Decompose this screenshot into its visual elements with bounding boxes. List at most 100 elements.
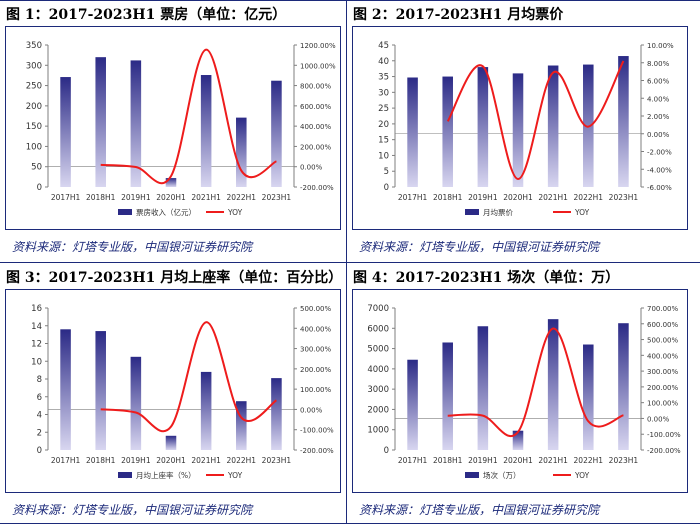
bar bbox=[477, 67, 489, 187]
chart-source: 资料来源：灯塔专业版，中国银河证券研究院 bbox=[12, 240, 253, 254]
chart-frame: 0 5 10 15 20 25 30 35 40 45 -6.00% -4.00% -2.00% 0.00… bbox=[352, 26, 688, 230]
x-tick-label: 2017H1 bbox=[51, 456, 81, 465]
tick-label-left: 100 bbox=[26, 142, 42, 152]
tick-label-left: 35 bbox=[378, 73, 389, 83]
bar bbox=[271, 378, 282, 450]
tick-label-left: 350 bbox=[26, 41, 42, 51]
occupancy-chart: 0 2 4 6 8 10 12 14 16 -200.00% -100.00% 0.00% 100.00… bbox=[31, 304, 334, 480]
x-tick-label: 2023H1 bbox=[609, 456, 639, 465]
tick-label-left: 10 bbox=[31, 357, 42, 367]
bar bbox=[407, 359, 418, 450]
tick-label-left: 250 bbox=[26, 82, 42, 92]
bar bbox=[583, 344, 594, 450]
tick-label-right: 0.00% bbox=[300, 406, 323, 414]
chart-title: 图 1：2017-2023H1 票房（单位：亿元） bbox=[6, 7, 287, 23]
bar bbox=[130, 356, 142, 450]
yoy-line bbox=[100, 48, 277, 185]
x-tick-label: 2020H1 bbox=[156, 456, 186, 465]
x-tick-label: 2019H1 bbox=[468, 456, 498, 465]
tick-label-right: -200.00% bbox=[300, 447, 334, 455]
tick-label-right: -100.00% bbox=[300, 427, 334, 435]
tick-label-right: -100.00% bbox=[647, 431, 681, 439]
bar bbox=[407, 77, 418, 187]
bar bbox=[618, 323, 629, 450]
x-tick-label: 2021H1 bbox=[191, 456, 221, 465]
tick-label-left: 1000 bbox=[367, 426, 389, 436]
x-tick-label: 2021H1 bbox=[538, 193, 568, 202]
tick-label-right: 200.00% bbox=[300, 366, 331, 374]
bar bbox=[165, 435, 177, 450]
tick-label-right: 500.00% bbox=[300, 305, 331, 313]
x-tick-label: 2017H1 bbox=[398, 193, 428, 202]
tick-label-right: 10.00% bbox=[647, 42, 674, 50]
tick-label-right: -2.00% bbox=[647, 149, 672, 157]
tick-label-left: 8 bbox=[37, 375, 42, 385]
tick-label-left: 50 bbox=[31, 163, 42, 173]
bar bbox=[547, 65, 559, 187]
chart-title: 图 3：2017-2023H1 月均上座率（单位：百分比） bbox=[6, 270, 343, 286]
bar bbox=[95, 331, 106, 450]
x-tick-label: 2021H1 bbox=[538, 456, 568, 465]
chart-title: 图 4：2017-2023H1 场次（单位：万） bbox=[353, 270, 620, 286]
bar bbox=[60, 77, 71, 187]
tick-label-left: 30 bbox=[378, 88, 389, 98]
tick-label-right: -200.00% bbox=[300, 184, 334, 192]
chart-source: 资料来源：灯塔专业版，中国银河证券研究院 bbox=[359, 503, 600, 517]
legend-label-bar: 月均上座率（%） bbox=[136, 470, 196, 480]
chart-panel-avg-ticket-price: 图 2：2017-2023H1 月均票价 0 5 10 15 20 25 30 35 40 45 -… bbox=[347, 0, 693, 262]
x-tick-label: 2018H1 bbox=[86, 456, 116, 465]
tick-label-right: -4.00% bbox=[647, 166, 672, 174]
divider-middle bbox=[0, 262, 700, 263]
tick-label-left: 300 bbox=[26, 61, 42, 71]
x-tick-label: 2019H1 bbox=[468, 193, 498, 202]
tick-label-left: 4000 bbox=[367, 365, 389, 375]
bar bbox=[95, 57, 106, 187]
tick-label-right: -6.00% bbox=[647, 184, 672, 192]
divider-vertical bbox=[346, 0, 347, 524]
tick-label-left: 7000 bbox=[367, 304, 389, 314]
tick-label-left: 40 bbox=[378, 57, 389, 67]
x-tick-label: 2020H1 bbox=[156, 193, 186, 202]
tick-label-right: 300.00% bbox=[647, 368, 678, 376]
x-tick-label: 2023H1 bbox=[262, 456, 292, 465]
tick-label-right: 8.00% bbox=[647, 60, 670, 68]
bar bbox=[512, 430, 524, 450]
legend-label-bar: 场次（万） bbox=[483, 470, 521, 480]
tick-label-right: 400.00% bbox=[300, 123, 331, 131]
tick-label-right: 400.00% bbox=[300, 325, 331, 333]
bar bbox=[477, 326, 489, 450]
tick-label-left: 6000 bbox=[367, 324, 389, 334]
tick-label-right: 1200.00% bbox=[300, 42, 336, 50]
x-tick-label: 2017H1 bbox=[398, 456, 428, 465]
tick-label-right: 500.00% bbox=[647, 337, 678, 345]
tick-label-right: 800.00% bbox=[300, 83, 331, 91]
x-tick-label: 2023H1 bbox=[609, 193, 639, 202]
bar bbox=[236, 401, 247, 450]
chart-panel-occupancy: 图 3：2017-2023H1 月均上座率（单位：百分比） 0 2 4 6 8 10 12 1… bbox=[0, 263, 346, 525]
tick-label-right: 100.00% bbox=[300, 386, 331, 394]
chart-panel-box-office: 图 1：2017-2023H1 票房（单位：亿元） 0 50 100 150 200 25… bbox=[0, 0, 346, 262]
yoy-line bbox=[447, 327, 624, 437]
chart-frame: 0 1000 2000 3000 4000 5000 6000 7000 -200.00% -10… bbox=[352, 289, 688, 493]
tick-label-right: 200.00% bbox=[300, 143, 331, 151]
tick-label-left: 150 bbox=[26, 122, 42, 132]
x-tick-label: 2023H1 bbox=[262, 193, 292, 202]
legend-label-line: YOY bbox=[227, 471, 243, 480]
chart-frame: 0 50 100 150 200 250 300 350 -200.00% 0.00% 200.00… bbox=[5, 26, 341, 230]
tick-label-left: 0 bbox=[384, 446, 389, 456]
tick-label-left: 4 bbox=[37, 411, 42, 421]
legend-label-line: YOY bbox=[574, 208, 590, 217]
legend-swatch-bar bbox=[118, 209, 132, 215]
x-tick-label: 2020H1 bbox=[503, 456, 533, 465]
legend-label-line: YOY bbox=[227, 208, 243, 217]
x-tick-label: 2021H1 bbox=[191, 193, 221, 202]
bar bbox=[200, 371, 212, 450]
tick-label-left: 2 bbox=[37, 428, 42, 438]
yoy-line bbox=[446, 60, 625, 181]
bar bbox=[165, 178, 177, 187]
tick-label-left: 0 bbox=[37, 183, 42, 193]
box-office-chart: 0 50 100 150 200 250 300 350 -200.00% 0.00% 200.00… bbox=[26, 41, 336, 217]
x-tick-label: 2018H1 bbox=[433, 193, 463, 202]
yoy-line bbox=[100, 321, 278, 433]
chart-frame: 0 2 4 6 8 10 12 14 16 -200.00% -100.00% 0.00% 100.00… bbox=[5, 289, 341, 493]
